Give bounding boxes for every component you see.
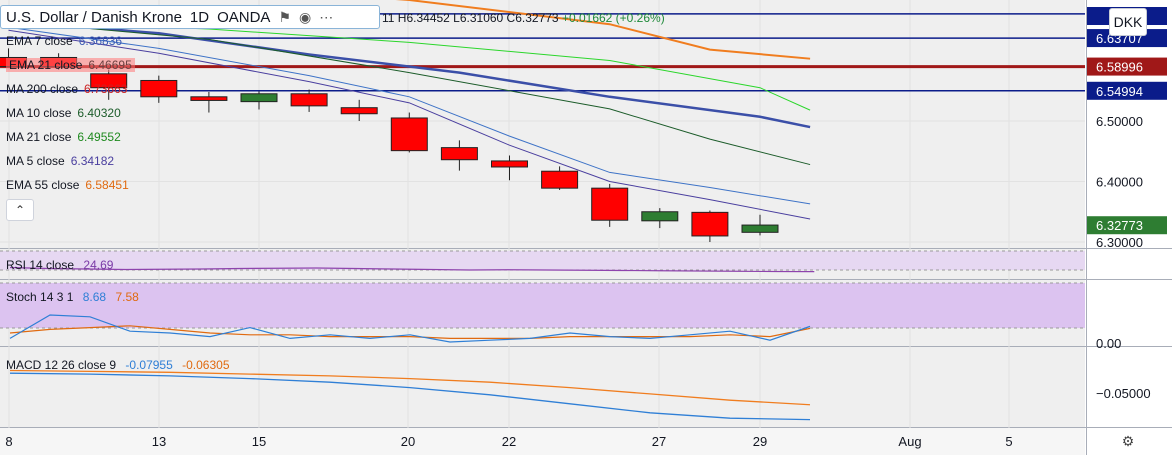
- stoch-band: [0, 283, 1085, 328]
- price-label-bg-3: [1087, 216, 1167, 235]
- candle-body-2: [90, 73, 128, 89]
- macd-line: [9, 372, 811, 421]
- price-panel-bg: [0, 0, 1085, 248]
- candle-body-13: [641, 211, 679, 222]
- x-tick-label-0: 8: [5, 434, 12, 449]
- rsi-band: [0, 251, 1085, 270]
- candle-body-15: [741, 224, 779, 233]
- ma-line-4: [8, 26, 811, 205]
- indicator-row-0[interactable]: EMA 7 close 6.36836: [6, 34, 122, 48]
- indicator-value: 6.40320: [77, 106, 121, 120]
- x-tick-label-7: Aug: [898, 434, 921, 449]
- candle-body-10: [491, 160, 528, 168]
- settings-gear-icon: ⚙: [1122, 433, 1135, 449]
- x-tick-label-4: 22: [502, 434, 516, 449]
- symbol-header[interactable]: U.S. Dollar / Danish Krone 1D OANDA ⚑ ◉ …: [0, 5, 380, 29]
- indicator-label: MA 5 close: [6, 154, 65, 168]
- indicator-value: 6.34182: [70, 154, 115, 168]
- candle-body-8: [390, 117, 428, 152]
- ohlc-values: 11 H6.34452 L6.31060 C6.32773: [382, 11, 559, 25]
- rsi-label: RSI 14 close: [6, 258, 75, 272]
- y-tick-label-0: 6.30000: [1096, 235, 1143, 250]
- candle-body-12: [591, 187, 629, 221]
- x-tick-label-2: 15: [252, 434, 266, 449]
- indicator-row-4[interactable]: MA 21 close 6.49552: [6, 130, 121, 144]
- indicator-row-2[interactable]: MA 200 close 6.73663: [6, 82, 127, 96]
- price-label-2: 6.54994: [1096, 84, 1143, 99]
- macd-label: MACD 12 26 close 9: [6, 358, 117, 372]
- indicator-label: EMA 55 close: [6, 178, 80, 192]
- more-icon[interactable]: ⋯: [319, 8, 334, 25]
- x-tick-label-8: 5: [1005, 434, 1012, 449]
- stoch-k-value: 8.68: [82, 290, 107, 304]
- indicator-value: 6.49552: [77, 130, 121, 144]
- broker: OANDA: [217, 8, 271, 26]
- indicator-row-3[interactable]: MA 10 close 6.40320: [6, 106, 121, 120]
- stoch-legend: Stoch 14 3 1 8.68 7.58: [6, 290, 139, 304]
- candle-body-9: [440, 147, 478, 161]
- indicator-row-6[interactable]: EMA 55 close 6.58451: [6, 178, 129, 192]
- candle-body-14: [691, 211, 729, 237]
- macd-signal-line: [9, 369, 811, 406]
- indicator-label: MA 21 close: [6, 130, 72, 144]
- indicator-row-1[interactable]: EMA 21 close 6.46695: [6, 58, 135, 72]
- flag-icon[interactable]: ⚑: [278, 8, 291, 25]
- candle-body-7: [340, 107, 378, 115]
- ma-line-1: [8, 19, 811, 129]
- price-label-bg-1: [1087, 57, 1167, 76]
- ohlc-readout: 11 H6.34452 L6.31060 C6.32773 +0.01662 (…: [382, 11, 665, 25]
- candle-body-4: [190, 96, 228, 101]
- indicator-label: MA 200 close: [6, 82, 79, 96]
- price-label-bg-2: [1087, 81, 1167, 100]
- macd-value: -0.07955: [125, 358, 173, 372]
- x-tick-label-5: 27: [652, 434, 666, 449]
- ma-line-0: [395, 0, 811, 60]
- candle-body-11: [541, 170, 579, 189]
- macd-zero-tick: 0.00: [1096, 336, 1121, 351]
- y-tick-label-2: 6.50000: [1096, 114, 1143, 129]
- stoch-label: Stoch 14 3 1: [6, 290, 74, 304]
- time-axis-bg: [0, 428, 1085, 455]
- price-label-3: 6.32773: [1096, 218, 1143, 233]
- currency-badge[interactable]: DKK: [1109, 8, 1147, 36]
- indicator-value: 6.36836: [78, 34, 123, 48]
- price-change: +0.01662 (+0.26%): [561, 11, 665, 25]
- y-tick-label-1: 6.40000: [1096, 175, 1143, 190]
- stoch-d-value: 7.58: [115, 290, 139, 304]
- indicator-label: EMA 21 close: [9, 58, 83, 72]
- eye-icon[interactable]: ◉: [299, 8, 312, 25]
- macd-legend: MACD 12 26 close 9 -0.07955 -0.06305: [6, 358, 230, 372]
- collapse-legend-button[interactable]: ⌃: [6, 199, 34, 221]
- x-tick-label-3: 20: [401, 434, 415, 449]
- x-tick-label-1: 13: [152, 434, 166, 449]
- rsi-legend: RSI 14 close 24.69: [6, 258, 113, 272]
- signal-value: -0.06305: [182, 358, 230, 372]
- indicator-row-5[interactable]: MA 5 close 6.34182: [6, 154, 114, 168]
- price-label-1: 6.58996: [1096, 60, 1143, 75]
- stoch-k-line: [9, 314, 811, 343]
- indicator-value: 6.58451: [85, 178, 129, 192]
- rsi-value: 24.69: [83, 258, 114, 272]
- price-label-bg-0: [1087, 29, 1167, 48]
- candle-body-5: [240, 93, 278, 103]
- indicator-value: 6.46695: [88, 58, 132, 72]
- ma-line-3: [8, 20, 811, 166]
- interval[interactable]: 1D: [189, 8, 210, 26]
- ma-line-5: [8, 29, 811, 220]
- macd-panel-bg: [0, 347, 1085, 427]
- indicator-label: MA 10 close: [6, 106, 72, 120]
- candle-body-3: [140, 79, 178, 98]
- candle-body-6: [290, 93, 328, 107]
- indicator-label: EMA 7 close: [6, 34, 73, 48]
- x-tick-label-6: 29: [753, 434, 767, 449]
- rsi-line: [9, 266, 815, 273]
- macd-tick: −0.05000: [1096, 386, 1151, 401]
- indicator-value: 6.73663: [84, 82, 128, 96]
- symbol-title: U.S. Dollar / Danish Krone: [6, 8, 182, 26]
